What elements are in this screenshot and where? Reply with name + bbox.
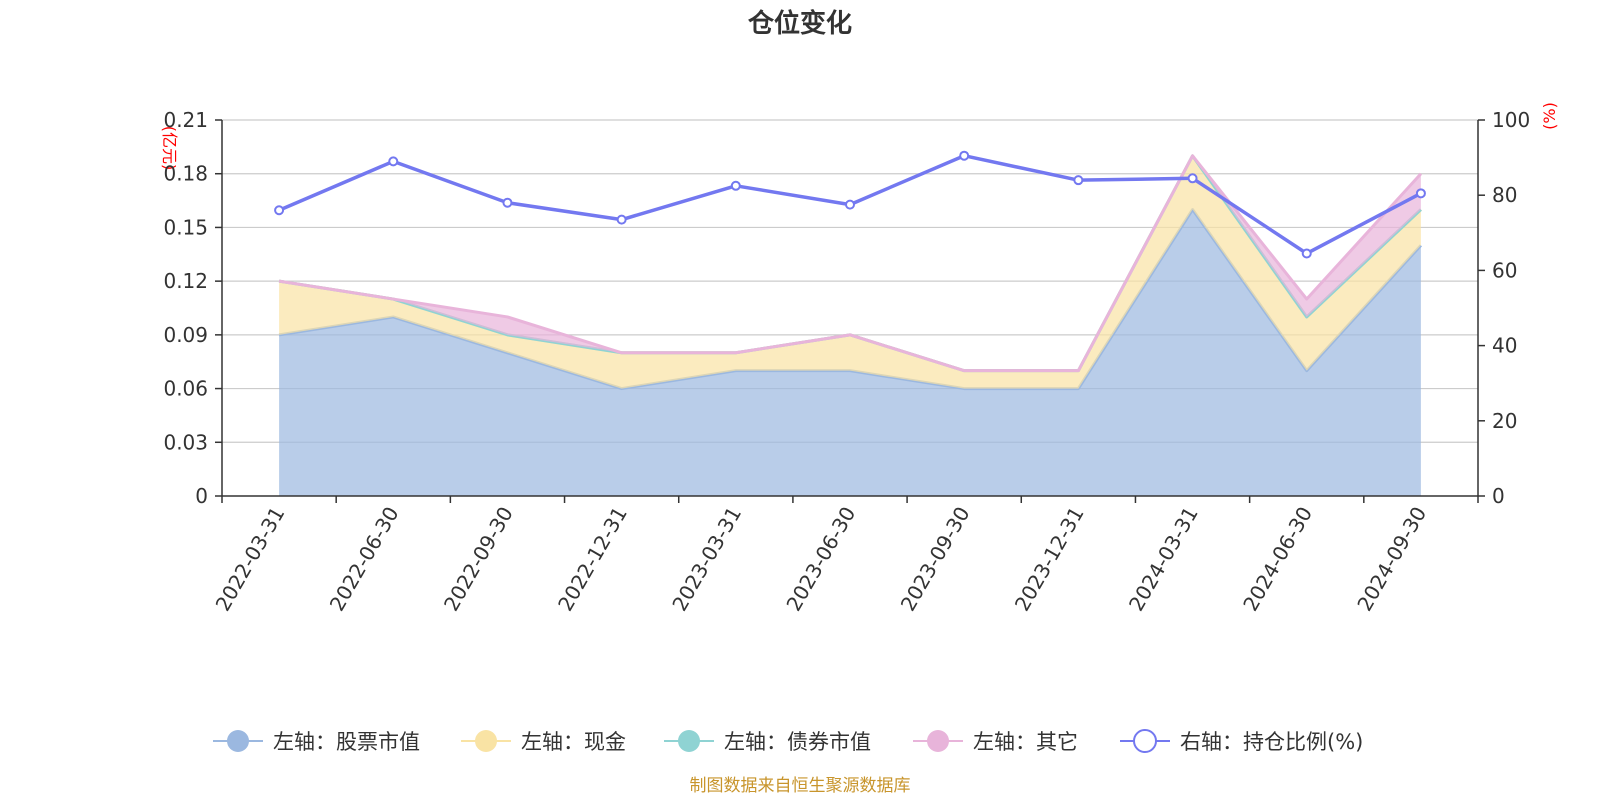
x-axis-tick-label: 2022-09-30 [439, 503, 518, 616]
x-axis-tick-label: 2022-12-31 [553, 503, 632, 616]
ratio-point [1415, 188, 1426, 199]
ratio-point [1073, 175, 1084, 186]
ratio-point [1187, 173, 1198, 184]
ratio-point [845, 199, 855, 210]
ratio-point [730, 180, 741, 191]
ratio-point [274, 205, 285, 216]
legend-label-1: 左轴：现金 [521, 730, 626, 754]
x-axis-tick-label: 2024-09-30 [1352, 503, 1431, 616]
legend-label-4: 右轴：持仓比例(%) [1180, 730, 1363, 754]
x-axis-tick-label: 2023-03-31 [667, 503, 746, 616]
legend-marker-2 [678, 730, 700, 752]
left-axis-tick-label: 0 [195, 484, 208, 508]
left-axis-tick-label: 0.12 [163, 269, 208, 293]
right-axis-tick-label: 40 [1492, 334, 1517, 358]
left-axis-tick-label: 0.06 [163, 377, 208, 401]
right-axis-tick-label: 0 [1492, 484, 1505, 508]
legend-label-2: 左轴：债券市值 [724, 730, 871, 754]
x-axis-tick-label: 2023-09-30 [896, 503, 975, 616]
ratio-point [502, 197, 513, 208]
right-axis-tick-label: 60 [1492, 258, 1517, 282]
left-axis-unit: (亿元) [160, 126, 179, 171]
x-axis-tick-label: 2023-12-31 [1010, 503, 1089, 616]
area-fill-1 [279, 155, 1421, 389]
x-axis-tick-label: 2022-03-31 [211, 503, 290, 616]
right-axis-tick-label: 80 [1492, 183, 1517, 207]
area-fill-0 [279, 209, 1421, 496]
legend-marker-4 [1133, 729, 1157, 753]
left-axis-tick-label: 0.21 [163, 108, 208, 132]
ratio-point [959, 150, 970, 161]
chart-title: 仓位变化 [747, 8, 852, 39]
left-axis-tick-label: 0.18 [163, 162, 208, 186]
legend: 左轴：股票市值 左轴：现金 左轴：债券市值 左轴：其它 右轴：持仓比例(%) [213, 729, 1363, 754]
legend-label-3: 左轴：其它 [973, 730, 1078, 754]
right-axis-unit: (%) [1540, 102, 1559, 130]
right-axis-tick-label: 100 [1492, 108, 1530, 132]
ratio-point [1301, 248, 1312, 259]
legend-marker-3 [927, 730, 949, 752]
legend-marker-1 [475, 730, 497, 752]
left-axis-tick-label: 0.03 [163, 430, 208, 454]
right-axis-tick-label: 20 [1492, 409, 1517, 433]
source-note: 制图数据来自恒生聚源数据库 [690, 776, 911, 796]
x-axis-tick-label: 2022-06-30 [325, 503, 404, 616]
x-axis-tick-label: 2024-06-30 [1238, 503, 1317, 616]
x-axis-tick-label: 2023-06-30 [781, 503, 860, 616]
legend-label-0: 左轴：股票市值 [273, 730, 420, 754]
ratio-point [616, 214, 627, 225]
left-axis-tick-label: 0.09 [163, 323, 208, 347]
legend-marker-0 [227, 730, 249, 752]
line-series [274, 150, 1426, 259]
x-axis-tick-label: 2024-03-31 [1124, 503, 1203, 616]
ratio-point [388, 156, 399, 167]
left-axis-tick-label: 0.15 [163, 215, 208, 239]
